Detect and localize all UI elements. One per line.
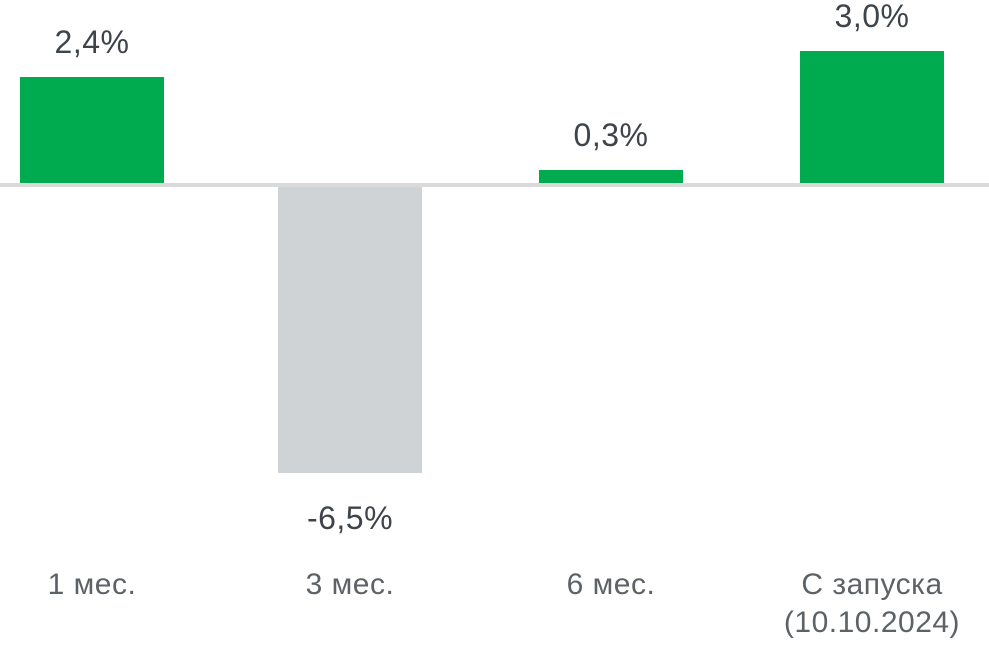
category-label-line: (10.10.2024) (783, 606, 961, 639)
category-label-line: 3 мес. (305, 568, 395, 601)
bar-6m (539, 170, 683, 183)
category-label-line: С запуска (801, 568, 943, 601)
bar-1m (20, 77, 164, 183)
bar-value-label: 2,4% (54, 24, 130, 60)
bar-3m (278, 187, 422, 473)
category-label-line: 6 мес. (566, 568, 656, 601)
category-label: 6 мес. (451, 566, 771, 604)
bar-since-launch (800, 51, 944, 183)
category-label-line: 1 мес. (47, 568, 137, 601)
category-label: 1 мес. (0, 566, 252, 604)
category-label: С запуска (10.10.2024) (712, 566, 989, 642)
bar-value-label: 3,0% (834, 0, 910, 34)
bar-value-label: -6,5% (306, 500, 394, 536)
category-label: 3 мес. (190, 566, 510, 604)
bar-value-label: 0,3% (573, 117, 649, 153)
zero-axis-line (0, 183, 989, 187)
